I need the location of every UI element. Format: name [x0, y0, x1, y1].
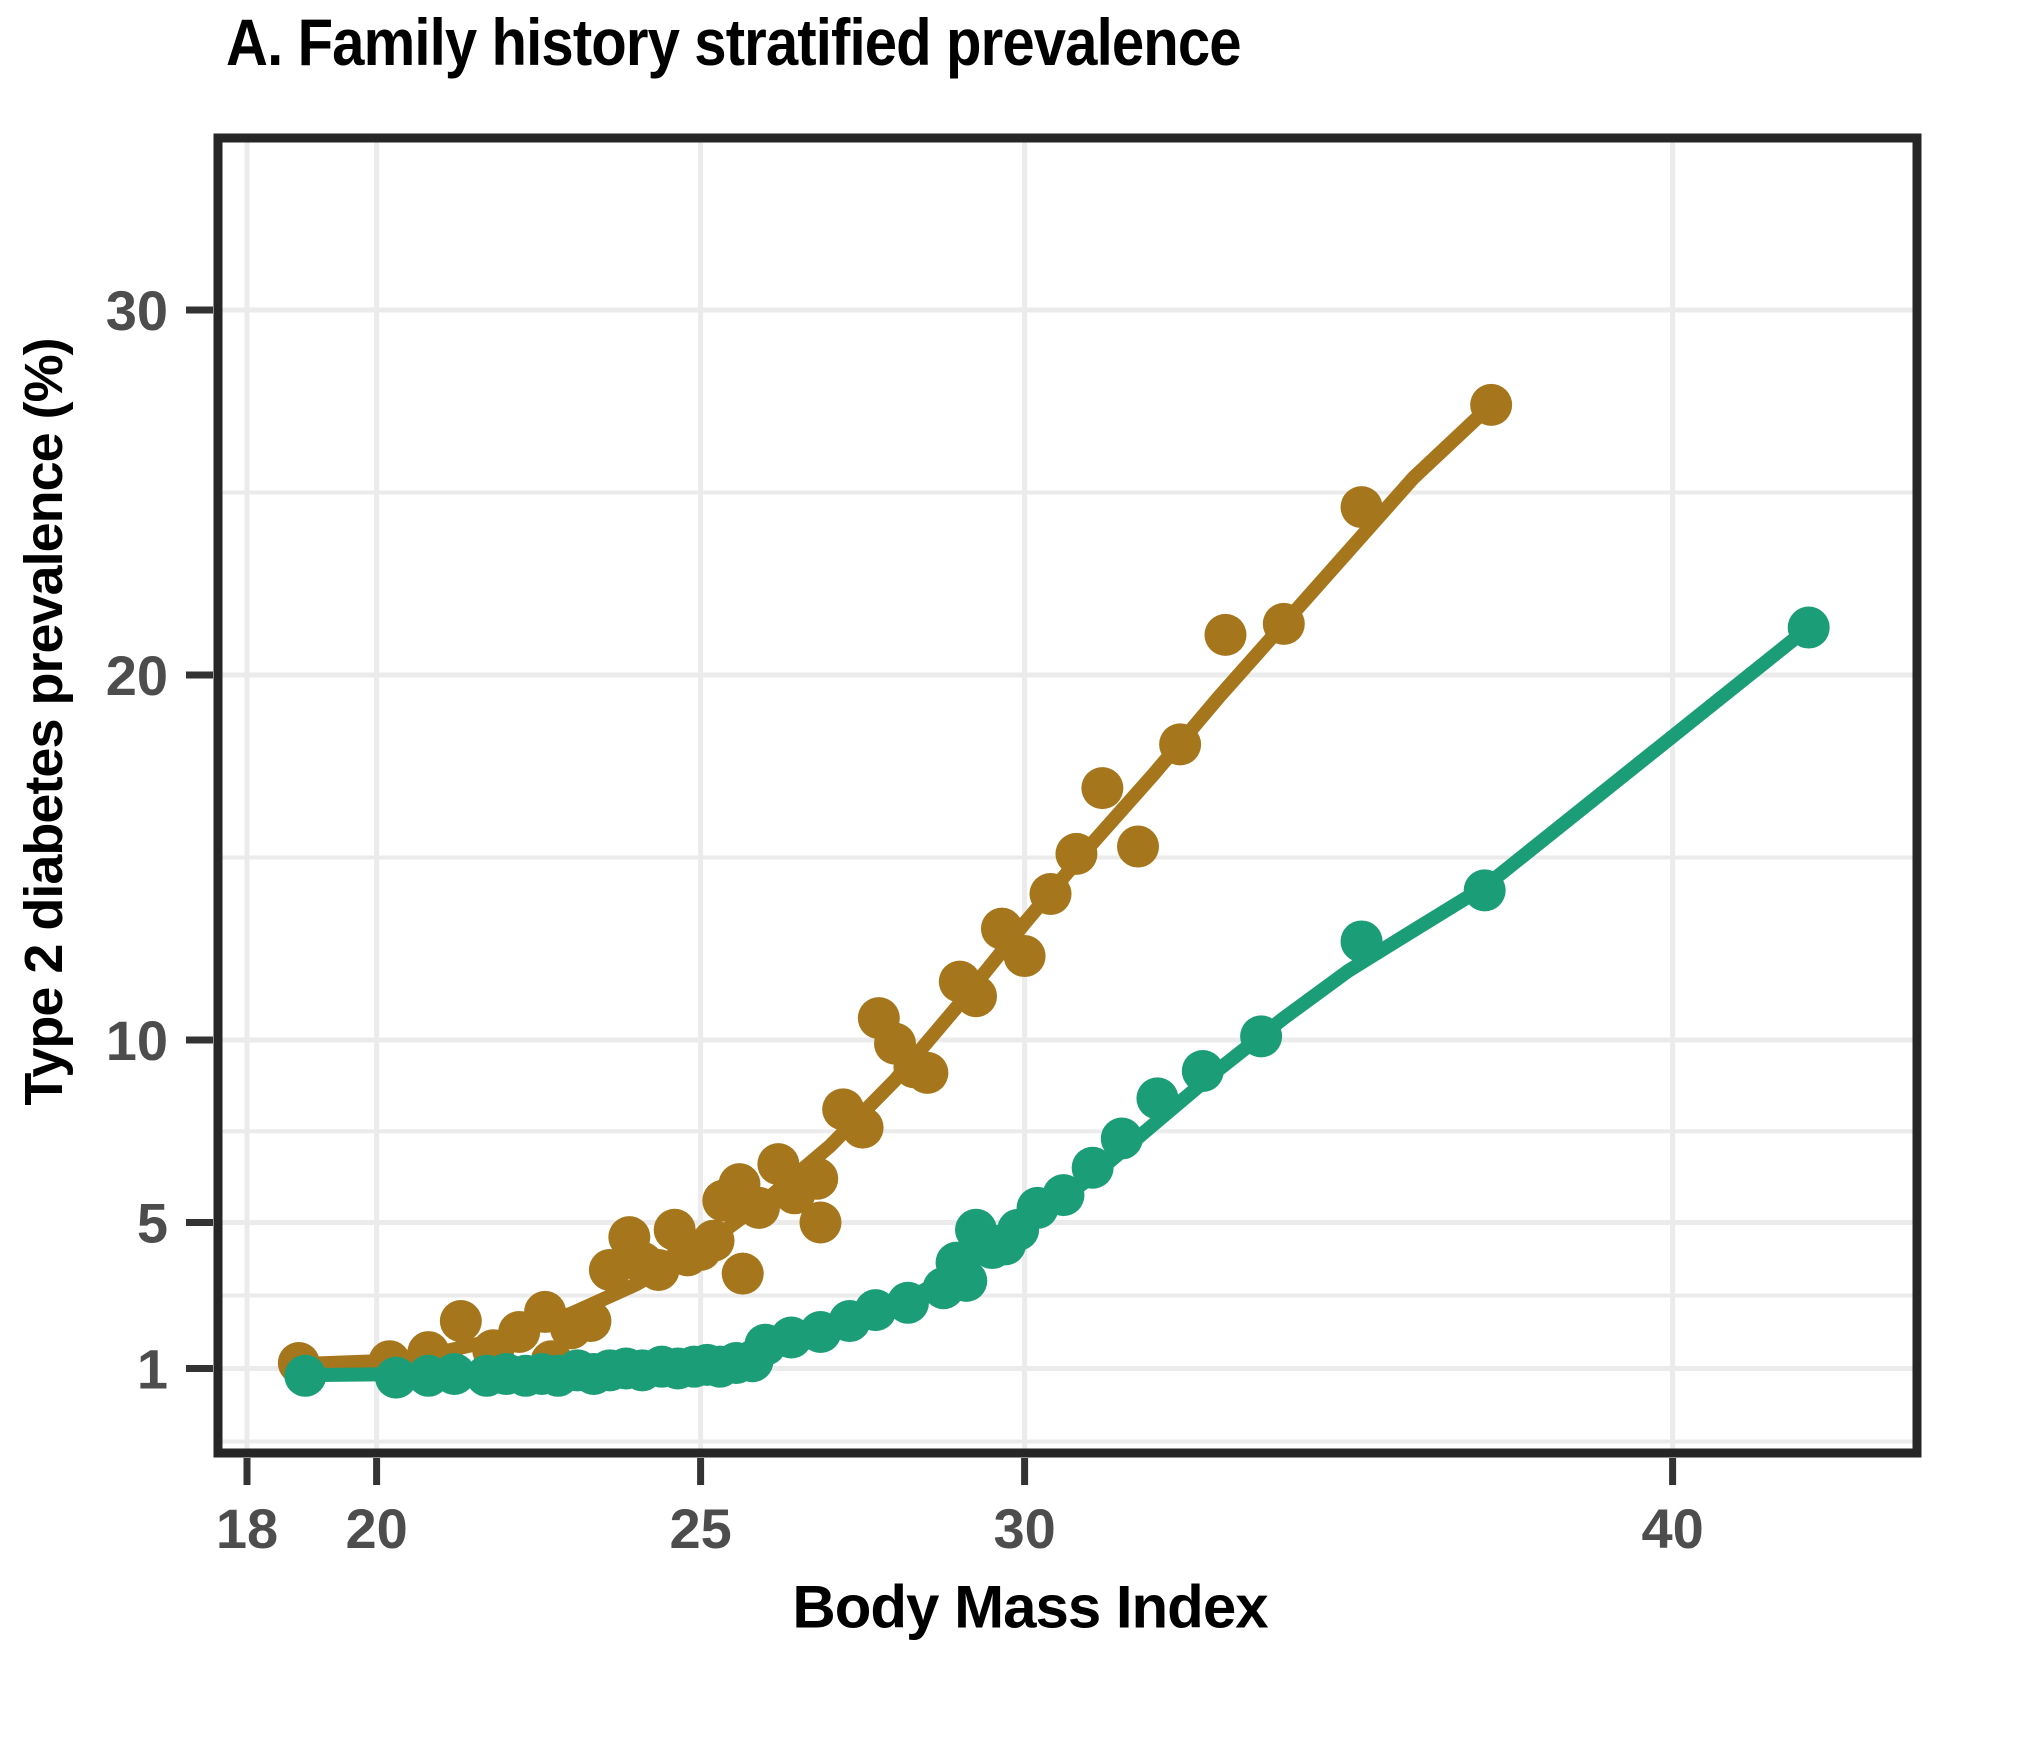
gold-series-point — [588, 1248, 631, 1291]
gold-series-point — [439, 1300, 482, 1343]
green-series-point — [1042, 1174, 1085, 1217]
gold-series-point — [1262, 602, 1305, 645]
green-series-point — [433, 1352, 476, 1395]
green-series-point — [1240, 1015, 1283, 1058]
x-axis-title: Body Mass Index — [792, 1573, 1268, 1641]
y-tick-label-20: 20 — [106, 644, 168, 707]
green-series-point — [886, 1281, 929, 1324]
green-series-point — [1463, 869, 1506, 912]
gold-series-point — [1159, 723, 1202, 766]
y-tick-label-30: 30 — [106, 279, 168, 342]
gold-series-point — [569, 1300, 612, 1343]
gold-series-point — [737, 1186, 780, 1229]
green-series-trend-line — [298, 620, 1816, 1383]
y-tick-label-5: 5 — [137, 1192, 168, 1255]
x-tick-label-30: 30 — [993, 1497, 1055, 1560]
y-tick-label-10: 10 — [106, 1009, 168, 1072]
panel-border — [213, 133, 1922, 1458]
gold-series-point — [1340, 486, 1383, 529]
gold-series-point — [1204, 613, 1247, 656]
gold-series-point — [841, 1106, 884, 1149]
green-series-point — [1787, 606, 1830, 649]
gold-series-point — [906, 1051, 949, 1094]
gold-series-point — [1055, 832, 1098, 875]
green-series-point — [1340, 920, 1383, 963]
green-series-point — [1181, 1050, 1224, 1093]
chart-title: A. Family history stratified prevalence — [226, 5, 1242, 79]
gold-series-point — [692, 1219, 735, 1262]
green-series-point — [945, 1259, 988, 1302]
y-tick-label-1: 1 — [137, 1338, 168, 1401]
green-series-point — [1136, 1077, 1179, 1120]
x-tick-label-18: 18 — [216, 1497, 278, 1560]
green-series-point — [375, 1356, 418, 1399]
gold-series-point — [1117, 825, 1159, 868]
gold-series-point — [1081, 767, 1124, 810]
gold-series-point — [1470, 383, 1513, 426]
gold-series-point — [799, 1201, 842, 1244]
green-series-point — [1071, 1146, 1114, 1189]
x-tick-label-25: 25 — [669, 1497, 731, 1560]
gold-series-point — [955, 975, 997, 1018]
green-series-point — [284, 1354, 327, 1397]
x-tick-label-40: 40 — [1641, 1497, 1703, 1560]
gold-series-point — [1003, 935, 1046, 978]
gold-series-point — [1029, 873, 1072, 915]
green-series-point — [1100, 1117, 1143, 1160]
green-series-point — [854, 1289, 897, 1332]
x-tick-label-20: 20 — [345, 1497, 407, 1560]
gold-series-point — [796, 1157, 839, 1200]
gold-series-point — [721, 1252, 764, 1295]
